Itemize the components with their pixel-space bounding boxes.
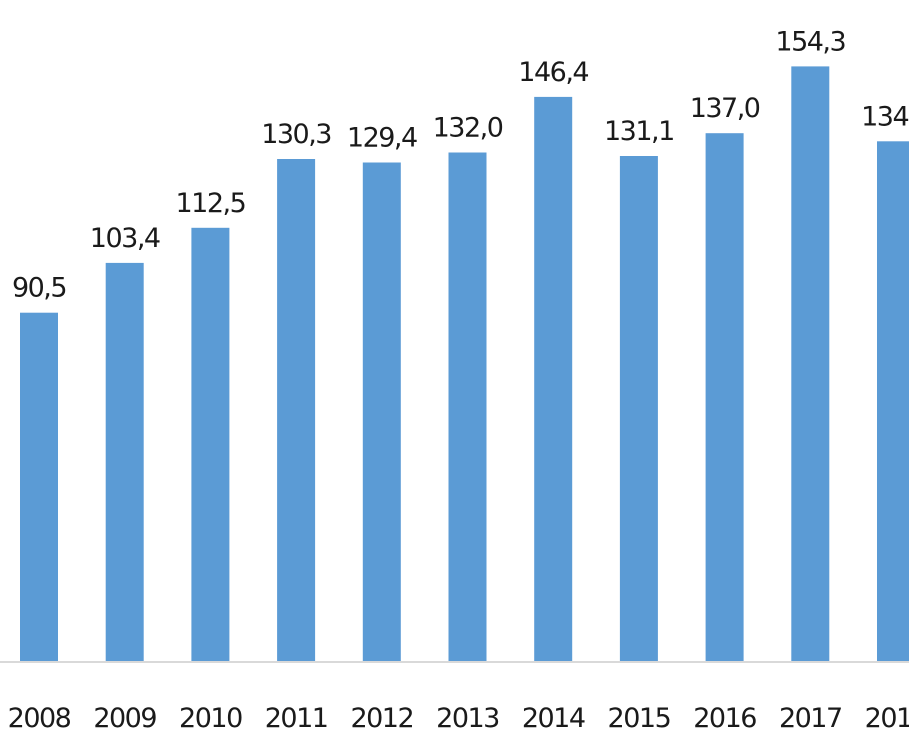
x-tick-label-2015: 2015 [608, 703, 671, 734]
data-label-2013: 132,0 [433, 113, 503, 144]
data-label-2016: 137,0 [690, 93, 760, 124]
data-label-2010: 112,5 [176, 188, 246, 219]
bar-2012 [362, 162, 401, 662]
bar-2009 [105, 262, 144, 662]
bar-2011 [277, 159, 316, 662]
x-tick-label-2014: 2014 [522, 703, 585, 734]
x-tick-label-2017: 2017 [779, 703, 842, 734]
bar-2018 [877, 141, 909, 663]
data-label-2008: 90,5 [12, 273, 66, 304]
x-tick-label-2010: 2010 [179, 703, 242, 734]
data-label-2012: 129,4 [347, 123, 417, 154]
x-tick-label-2008: 2008 [8, 703, 71, 734]
data-label-2011: 130,3 [261, 119, 331, 150]
data-label-2014: 146,4 [518, 57, 588, 88]
x-tick-label-2018: 2018 [865, 703, 909, 734]
bar-2013 [448, 152, 487, 662]
data-label-2017: 154,3 [775, 26, 845, 57]
data-label-2015: 131,1 [604, 116, 674, 147]
data-labels-group: 90,5 103,4 112,5 130,3 129,4 132,0 146,4 131,1 1… [12, 26, 909, 303]
bar-2008 [20, 312, 58, 662]
bars-group [20, 66, 909, 663]
x-tick-label-2012: 2012 [350, 703, 413, 734]
data-label-2009: 103,4 [90, 223, 160, 254]
x-tick-label-2009: 2009 [93, 703, 156, 734]
bar-2016 [705, 133, 744, 662]
bar-2014 [534, 96, 573, 662]
bar-2017 [791, 66, 830, 662]
bar-2015 [619, 156, 658, 662]
x-tick-label-2013: 2013 [436, 703, 499, 734]
data-label-2018: 134,9 [861, 101, 909, 132]
x-tick-label-2011: 2011 [265, 703, 328, 734]
x-tick-label-2016: 2016 [693, 703, 756, 734]
x-tick-labels-group: 2008 2009 2010 2011 2012 2013 2014 2015 2016 2017… [8, 703, 909, 734]
bar-2010 [191, 227, 230, 663]
